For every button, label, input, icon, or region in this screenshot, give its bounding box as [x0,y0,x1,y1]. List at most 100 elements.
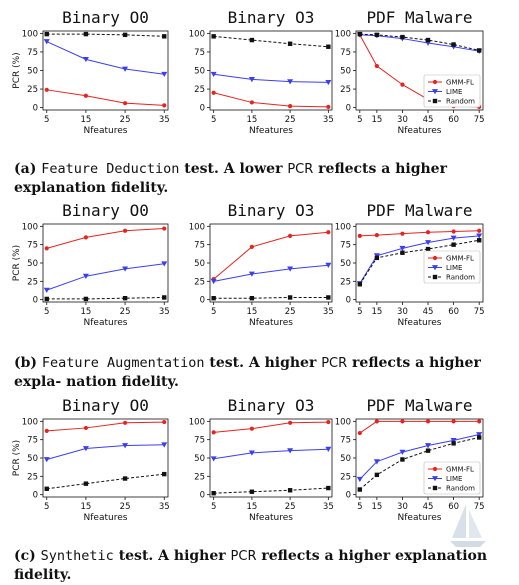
series-line-2 [213,73,329,83]
legend-box [423,74,481,108]
caption-c: (c) Synthetic test. A higher PCR reflect… [14,547,514,585]
series-line-2 [46,444,165,460]
data-point [161,261,168,267]
x-tick-label: 5 [44,115,49,125]
x-tick-label: 25 [285,307,296,317]
data-point [399,245,406,252]
caption-c-label: (c) [14,548,36,564]
data-point [249,244,254,249]
data-point [162,295,167,300]
plot-frame [42,30,169,111]
caption-b-metric: PCR [321,356,348,371]
data-point [400,231,405,236]
data-point [211,430,216,435]
x-tick-label: 30 [397,502,408,512]
series-line-3 [213,487,329,494]
y-tick-label: 0 [200,491,205,501]
x-axis-label: Nfeatures [398,318,442,328]
caption-b-text2: reflects a higher expla- nation fidelity… [14,355,481,390]
series-line-2 [213,448,329,460]
data-point [287,488,293,493]
y-tick-label: 100 [22,417,38,427]
data-point [83,31,89,37]
y-tick-label: 25 [194,85,205,95]
data-point [162,103,167,108]
x-tick-label: 5 [211,502,216,512]
data-point [44,486,49,491]
x-tick-label: 30 [397,307,408,317]
x-tick-label: 35 [323,115,334,125]
chart-title: PDF Malware [367,201,473,220]
data-point [325,446,332,453]
legend-marker [432,98,438,104]
data-point [83,235,89,240]
y-tick-label: 25 [194,277,205,287]
data-point [374,419,379,424]
data-point [476,435,482,440]
x-tick-label: 75 [474,307,485,317]
x-tick-label: 5 [357,502,362,512]
data-point [326,485,331,491]
y-tick-label: 0 [33,491,38,501]
chart-panel-8: Binary O3 0 25 50 75 100 5 15 25 35 Nfeatures [189,396,334,523]
x-tick-label: 60 [448,115,459,125]
data-point [425,448,431,453]
x-tick-label: 25 [285,502,296,512]
data-point [210,71,217,78]
data-point [400,34,405,40]
chart-title: PDF Malware [367,396,473,415]
data-point [249,489,255,494]
series-line-3 [46,33,165,37]
series-line-1 [359,420,480,434]
data-point [451,229,456,234]
chart-panel-6: PDF Malware 0 25 50 75 100 5 15 30 45 60 75 Nfeature… [335,201,485,328]
data-point [451,419,456,424]
y-tick-label: 25 [340,277,351,287]
x-tick-label: 25 [120,502,131,512]
x-tick-label: 5 [357,115,362,125]
y-tick-label: 50 [27,454,38,464]
data-point [211,90,216,95]
legend-marker [432,274,438,280]
y-tick-label: 50 [194,67,205,77]
caption-a-label: (a) [14,161,37,177]
data-point [162,471,167,477]
data-point [357,233,362,238]
data-point [249,37,255,43]
y-tick-label: 75 [340,48,351,58]
series-line-2 [359,235,480,284]
legend-label: GMM-FL [446,466,474,474]
data-point [326,295,331,300]
plot-frame [42,223,169,303]
caption-a-text1: test. A lower [184,161,283,177]
y-tick-label: 25 [194,472,205,482]
data-point [450,235,457,241]
x-tick-label: 5 [44,502,49,512]
data-point [288,420,293,425]
legend-marker [432,485,438,491]
data-point [122,420,128,425]
data-point [326,44,331,49]
y-tick-label: 100 [189,222,205,232]
data-point [162,34,167,39]
x-tick-label: 15 [371,115,382,125]
x-tick-label: 5 [44,307,49,317]
series-line-3 [359,436,480,490]
data-point [357,430,362,436]
y-tick-label: 75 [340,241,351,251]
y-tick-label: 50 [27,67,38,77]
data-point [83,425,89,431]
sailboat-watermark-icon [450,504,486,547]
data-point [374,233,379,238]
data-point [357,31,363,37]
data-point [248,271,255,277]
data-point [248,450,255,456]
data-point [44,87,49,92]
chart-title: Binary O3 [228,8,315,27]
data-point [451,42,456,47]
data-point [83,93,89,98]
y-tick-label: 25 [27,472,38,482]
x-tick-label: 45 [423,307,434,317]
caption-a-test-name: Feature Deduction [41,161,180,177]
